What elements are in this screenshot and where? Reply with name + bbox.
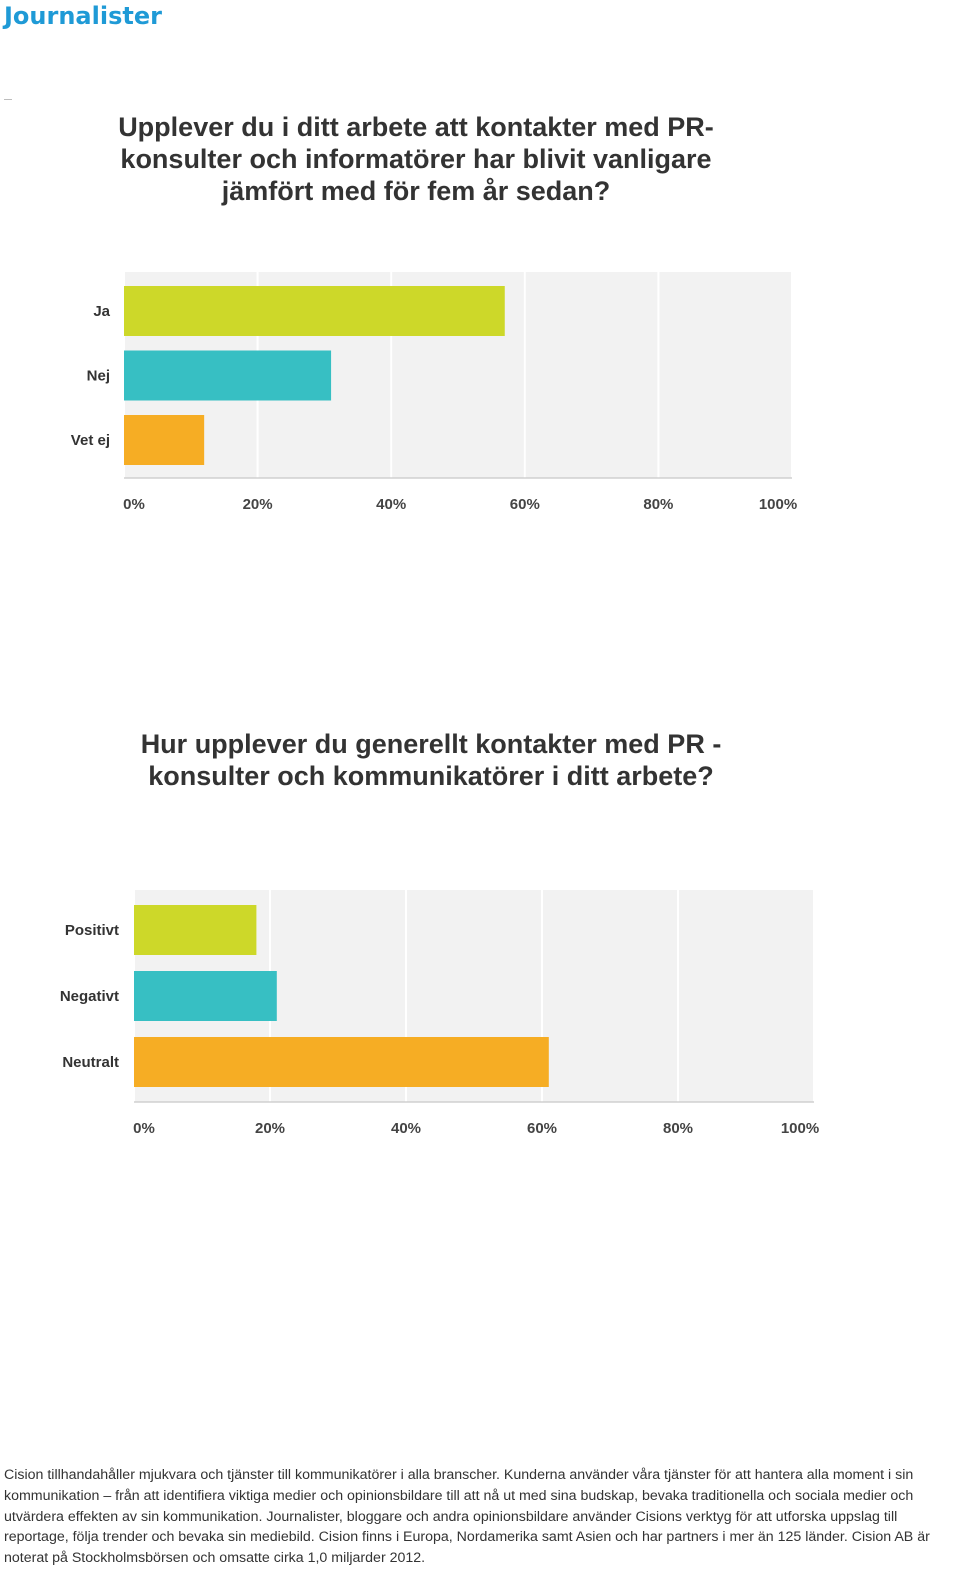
chart-2-tick-label: 80%	[663, 1120, 693, 1137]
chart-2-category-label: Negativt	[60, 988, 119, 1005]
chart-1-tick-label: 0%	[123, 496, 145, 513]
chart-2-category-label: Positivt	[65, 922, 119, 939]
chart-1-tick-label: 100%	[759, 496, 797, 513]
chart-1-bar	[124, 286, 505, 336]
chart-1-category-label: Vet ej	[71, 432, 110, 449]
page-heading: Journalister	[4, 2, 162, 30]
chart-1-tick-label: 40%	[376, 496, 406, 513]
chart-2-tick-label: 40%	[391, 1120, 421, 1137]
divider-mark	[4, 99, 12, 100]
chart-1: 0% 20% 40% 60% 80% 100% Ja Nej Vet ej	[71, 272, 797, 513]
chart-2-bar	[134, 971, 277, 1021]
chart-2-bar	[134, 905, 257, 955]
chart-1-tick-label: 20%	[243, 496, 273, 513]
chart-2-category-label: Neutralt	[62, 1054, 119, 1071]
chart-2-tick-label: 100%	[781, 1120, 819, 1137]
chart-1-tick-label: 60%	[510, 496, 540, 513]
chart-2-tick-label: 20%	[255, 1120, 285, 1137]
chart-2-bar	[134, 1037, 549, 1087]
chart-1-category-label: Ja	[93, 303, 110, 320]
chart-2-tick-label: 0%	[133, 1120, 155, 1137]
chart-1-title: Upplever du i ditt arbete att kontakter …	[118, 112, 714, 206]
chart-1-bar	[124, 415, 205, 465]
chart-1-bar	[124, 350, 332, 401]
chart-2: 0% 20% 40% 60% 80% 100% Positivt Negativt Neutra…	[60, 890, 819, 1137]
chart-1-tick-label: 80%	[643, 496, 673, 513]
chart-2-title: Hur upplever du generellt kontakter med …	[140, 729, 722, 791]
chart-2-tick-label: 60%	[527, 1120, 557, 1137]
footer-text: Cision tillhandahåller mjukvara och tjän…	[4, 1467, 930, 1567]
chart-1-category-label: Nej	[87, 368, 110, 385]
